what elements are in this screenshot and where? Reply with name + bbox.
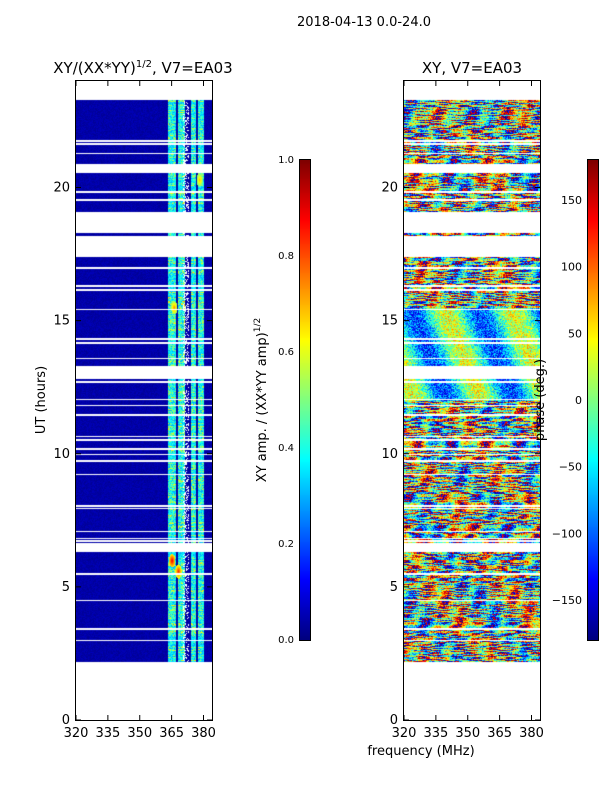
panel1-title-main: XY/(XX*YY)	[53, 59, 136, 77]
colorbar2-frame	[587, 159, 599, 641]
colorbar2-tick-label: 100	[561, 261, 582, 274]
panel1-heatmap	[76, 81, 212, 720]
colorbar1-label: XY amp. / (XX*YY amp)1/2	[253, 318, 270, 482]
colorbar1-label-main: XY amp. / (XX*YY amp)	[255, 332, 270, 482]
xtick-label: 380	[191, 726, 216, 741]
ytick-label: 5	[390, 580, 398, 595]
colorbar1-tick-label: 0.8	[278, 251, 294, 262]
colorbar1-tick-label: 0.0	[278, 635, 294, 646]
panel1-ticks: 320 335 350 365 380 0 5 10 15 20	[53, 81, 216, 741]
panel1-title: XY/(XX*YY)1/2, V7=EA03	[53, 59, 232, 77]
ytick-label: 0	[62, 713, 70, 728]
colorbar1-label-exp: 1/2	[253, 318, 263, 332]
colorbar2-ticks: 150 100 50 0 −50 −100 −150	[552, 194, 582, 607]
ytick-label: 20	[53, 181, 70, 196]
colorbar1-tick-label: 0.4	[278, 443, 294, 454]
colorbar1-gradient	[300, 160, 310, 640]
ytick-label: 10	[53, 447, 70, 462]
xtick-label: 320	[64, 726, 89, 741]
colorbar2-tick-label: −50	[559, 461, 582, 474]
figure-suptitle: 2018-04-13 0.0-24.0	[297, 15, 431, 30]
colorbar1-tick-label: 1.0	[278, 155, 294, 166]
colorbar2-tick-label: −150	[552, 594, 582, 607]
ytick-label: 0	[390, 713, 398, 728]
panel1-title-exponent: 1/2	[136, 59, 152, 70]
ytick-label: 15	[53, 314, 70, 329]
colorbar2-tick-label: 50	[568, 327, 582, 340]
colorbar2-tick-label: 150	[561, 194, 582, 207]
panel1-title-tail: , V7=EA03	[152, 59, 233, 77]
xtick-label: 365	[159, 726, 184, 741]
panel2-ticks: 320 335 350 365 380 0 5 10 15 20	[381, 81, 544, 741]
xtick-label: 380	[519, 726, 544, 741]
xtick-label: 365	[487, 726, 512, 741]
panel2-title: XY, V7=EA03	[422, 59, 522, 77]
colorbar2-gradient	[588, 160, 598, 640]
xlabel: frequency (MHz)	[367, 744, 474, 759]
colorbar1-tick-label: 0.2	[278, 539, 294, 550]
ytick-label: 5	[62, 580, 70, 595]
ytick-label: 10	[381, 447, 398, 462]
xtick-label: 335	[423, 726, 448, 741]
colorbar2-tick-label: −100	[552, 527, 582, 540]
ytick-label: 15	[381, 314, 398, 329]
colorbar2-label: phase (deg.)	[533, 359, 548, 441]
xtick-label: 320	[392, 726, 417, 741]
panel2-heatmap	[404, 81, 540, 720]
panel1-axes-frame	[75, 80, 213, 721]
panel1-ylabel: UT (hours)	[34, 366, 49, 434]
panel2-axes-frame	[403, 80, 541, 721]
ytick-label: 20	[381, 181, 398, 196]
colorbar1-tick-label: 0.6	[278, 347, 294, 358]
xtick-label: 350	[455, 726, 480, 741]
colorbar2-tick-label: 0	[575, 394, 582, 407]
colorbar1-ticks: 0.0 0.2 0.4 0.6 0.8 1.0	[278, 155, 294, 646]
xtick-label: 350	[127, 726, 152, 741]
colorbar1-frame	[299, 159, 311, 641]
xtick-label: 335	[95, 726, 120, 741]
